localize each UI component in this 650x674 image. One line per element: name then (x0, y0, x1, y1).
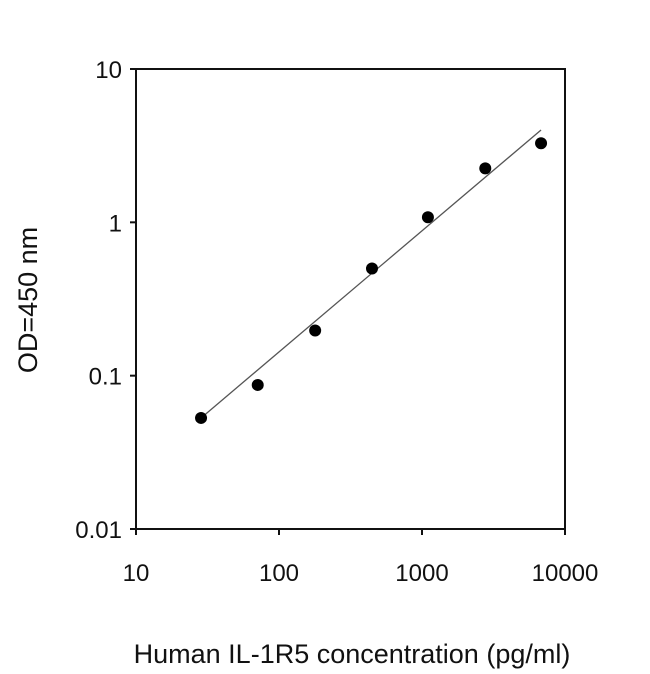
plot-border (135, 68, 566, 530)
data-point (195, 411, 208, 424)
plot-frame (135, 68, 566, 530)
y-axis-title: OD=450 nm (13, 227, 43, 373)
x-tick-label: 10000 (532, 560, 599, 587)
x-tick-label: 10 (123, 560, 150, 587)
y-tick-label: 0.1 (89, 364, 122, 391)
x-axis-title: Human IL-1R5 concentration (pg/ml) (134, 639, 571, 669)
y-tick-label: 0.01 (75, 517, 122, 544)
data-points (195, 137, 548, 424)
y-tick-label: 10 (95, 57, 122, 84)
data-point (251, 378, 264, 391)
data-point (535, 137, 548, 150)
data-point (479, 162, 492, 175)
axis-ticks: 10 100 1000 10000 0.01 0.1 1 10 (75, 57, 598, 587)
data-point (309, 324, 322, 337)
x-tick-label: 1000 (395, 560, 448, 587)
x-tick-label: 100 (259, 560, 299, 587)
data-point (365, 262, 378, 275)
data-point (421, 211, 434, 224)
y-tick-label: 1 (109, 210, 122, 237)
